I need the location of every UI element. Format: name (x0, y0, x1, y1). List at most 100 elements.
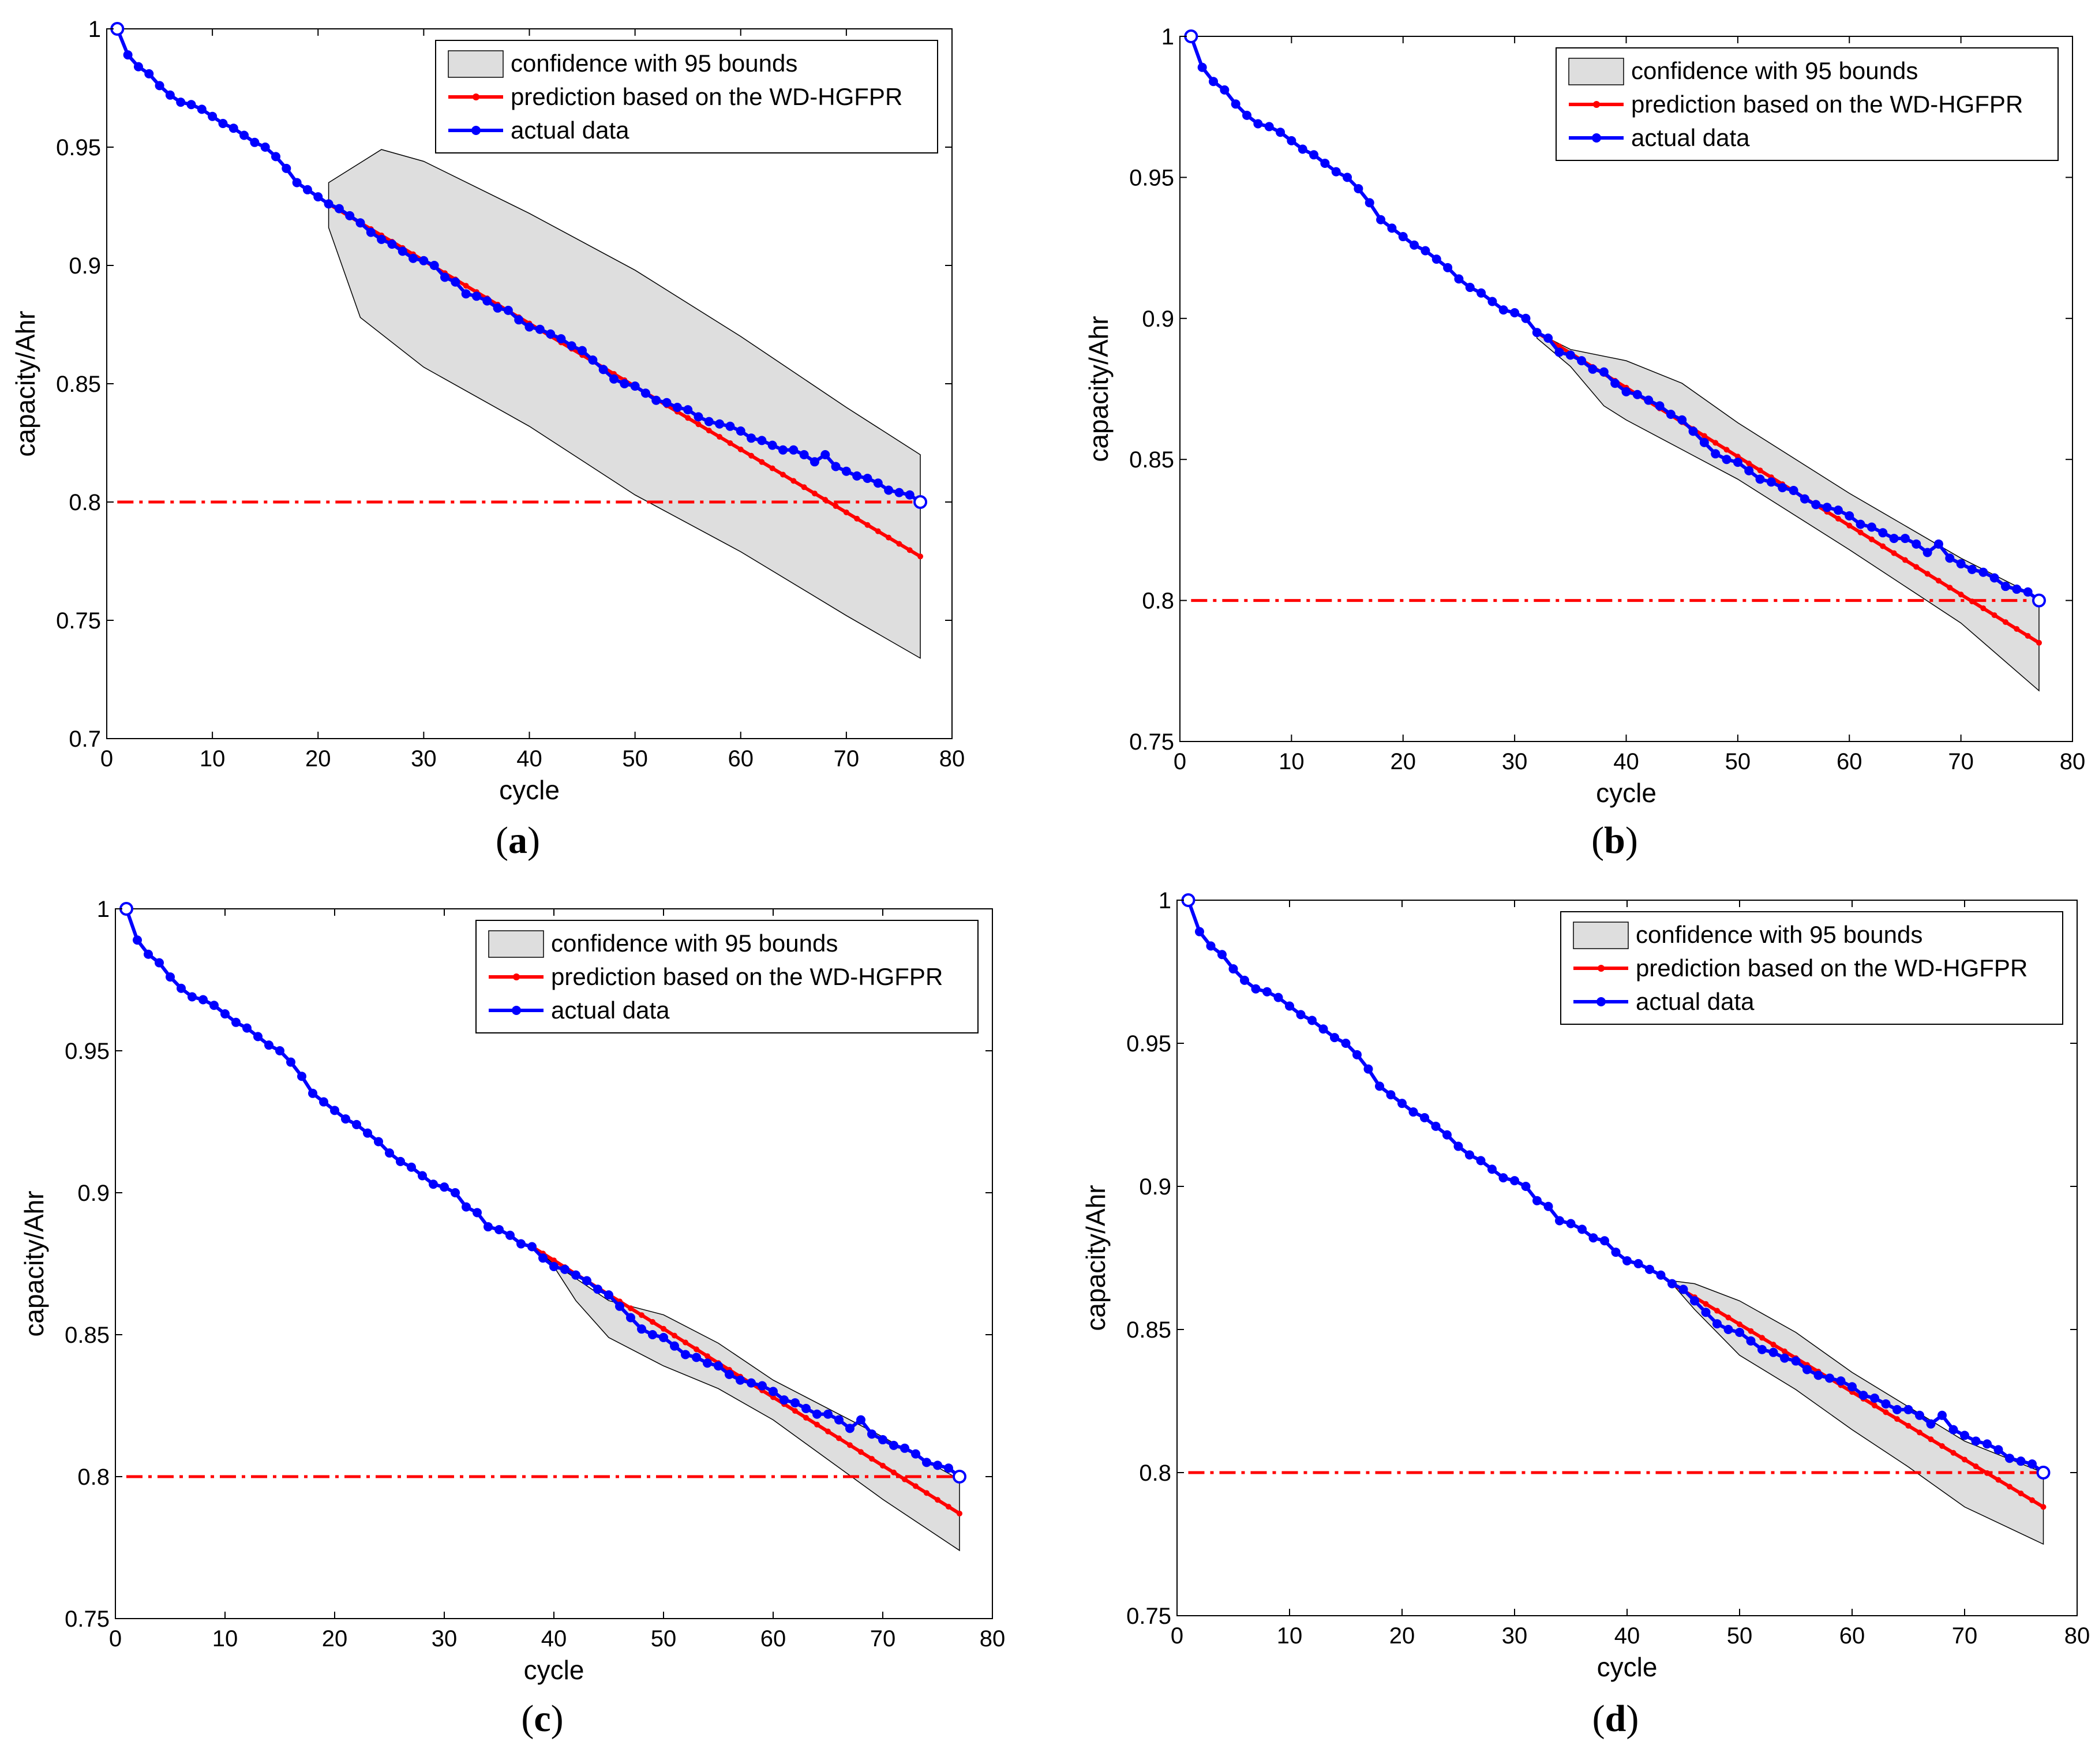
prediction-point (1737, 1321, 1742, 1327)
actual-point (1577, 1224, 1587, 1234)
actual-point (165, 90, 175, 100)
actual-point (1733, 458, 1742, 467)
legend-entry-label: actual data (1636, 988, 1755, 1015)
actual-point (208, 111, 218, 121)
prediction-point (1759, 1335, 1765, 1341)
actual-point (1352, 1050, 1362, 1059)
y-tick-label: 0.8 (69, 490, 101, 515)
actual-point (429, 261, 439, 270)
legend: confidence with 95 bounds prediction base… (435, 40, 938, 153)
prediction-point (1872, 1402, 1877, 1409)
panel-label: (a) (496, 819, 540, 862)
prediction-point (780, 471, 786, 478)
actual-point (440, 1182, 449, 1192)
actual-point (538, 1253, 548, 1263)
prediction-point (891, 1469, 897, 1475)
actual-point (1757, 1344, 1767, 1354)
prediction-point (2002, 619, 2008, 626)
y-tick-label: 0.85 (65, 1323, 110, 1348)
actual-point (1933, 539, 1943, 549)
actual-point (758, 1381, 767, 1391)
confidence-band (531, 1246, 960, 1552)
actual-point (1330, 1033, 1339, 1043)
prediction-point (727, 440, 733, 446)
actual-point (493, 303, 503, 313)
actual-point (593, 1284, 602, 1294)
actual-point (598, 365, 608, 374)
actual-point (1858, 1391, 1868, 1400)
actual-point (1220, 85, 1230, 95)
actual-point (659, 1332, 668, 1342)
actual-point (209, 1001, 219, 1010)
actual-point (640, 388, 650, 398)
actual-point (297, 1072, 306, 1081)
y-tick-label: 0.85 (1126, 1317, 1171, 1343)
prediction-point (1883, 1409, 1889, 1415)
actual-point (407, 1162, 416, 1172)
actual-point (2023, 587, 2033, 597)
actual-point (757, 436, 767, 445)
actual-point (809, 457, 819, 467)
prediction-point (717, 434, 723, 440)
actual-point (681, 1350, 690, 1359)
prediction-point (1782, 1348, 1787, 1354)
x-tick-label: 80 (2064, 1623, 2090, 1649)
actual-point (1543, 1201, 1553, 1211)
actual-point (1465, 1150, 1474, 1160)
actual-point (692, 1353, 701, 1362)
actual-point (1599, 367, 1609, 377)
x-tick-label: 70 (1952, 1623, 1978, 1649)
actual-point (1197, 62, 1207, 72)
prediction-point (1757, 467, 1763, 474)
x-tick-label: 70 (870, 1626, 896, 1651)
actual-point (260, 143, 270, 152)
prediction-point (886, 534, 892, 541)
actual-point (1498, 1173, 1508, 1183)
actual-point (1971, 1436, 1981, 1446)
legend-swatch-marker (1592, 133, 1601, 143)
actual-point (1813, 1370, 1823, 1380)
actual-point (1521, 313, 1531, 323)
actual-point (1487, 1164, 1497, 1174)
prediction-point (833, 503, 839, 510)
actual-point (355, 218, 365, 228)
actual-point (736, 426, 745, 436)
prediction-point (683, 1339, 688, 1346)
actual-point (1431, 254, 1441, 264)
actual-point (1735, 1327, 1744, 1337)
legend-swatch-marker (1598, 965, 1605, 972)
actual-point (747, 1378, 756, 1388)
prediction-point (1984, 1470, 1990, 1476)
actual-end-marker (953, 1470, 966, 1484)
x-tick-label: 20 (305, 746, 331, 771)
actual-point (944, 1463, 953, 1473)
actual-point (571, 1270, 580, 1280)
actual-point (239, 130, 249, 140)
prediction-point (1703, 1301, 1709, 1307)
actual-point (1465, 283, 1475, 293)
x-tick-label: 0 (109, 1626, 122, 1651)
prediction-point (854, 515, 860, 522)
legend-swatch-marker (473, 93, 479, 100)
actual-point (313, 192, 323, 202)
legend-entry-label: prediction based on the WD-HGFPR (551, 963, 943, 990)
actual-point (2027, 1459, 2037, 1469)
actual-point (231, 1017, 241, 1027)
actual-point (1253, 119, 1263, 129)
actual-point (1354, 183, 1363, 193)
actual-point (1273, 993, 1283, 1002)
actual-point (1251, 984, 1261, 994)
actual-point (1688, 426, 1698, 436)
legend: confidence with 95 bounds prediction base… (475, 920, 979, 1033)
actual-point (385, 1148, 394, 1158)
actual-point (144, 69, 154, 78)
legend-box (1560, 911, 2063, 1025)
actual-point (527, 1242, 537, 1252)
actual-point (1699, 437, 1709, 447)
x-tick-label: 40 (516, 746, 542, 771)
actual-point (345, 211, 355, 220)
actual-point (1376, 215, 1386, 224)
actual-point (1566, 1219, 1576, 1229)
actual-point (704, 417, 714, 426)
y-tick-label: 0.7 (69, 726, 101, 752)
